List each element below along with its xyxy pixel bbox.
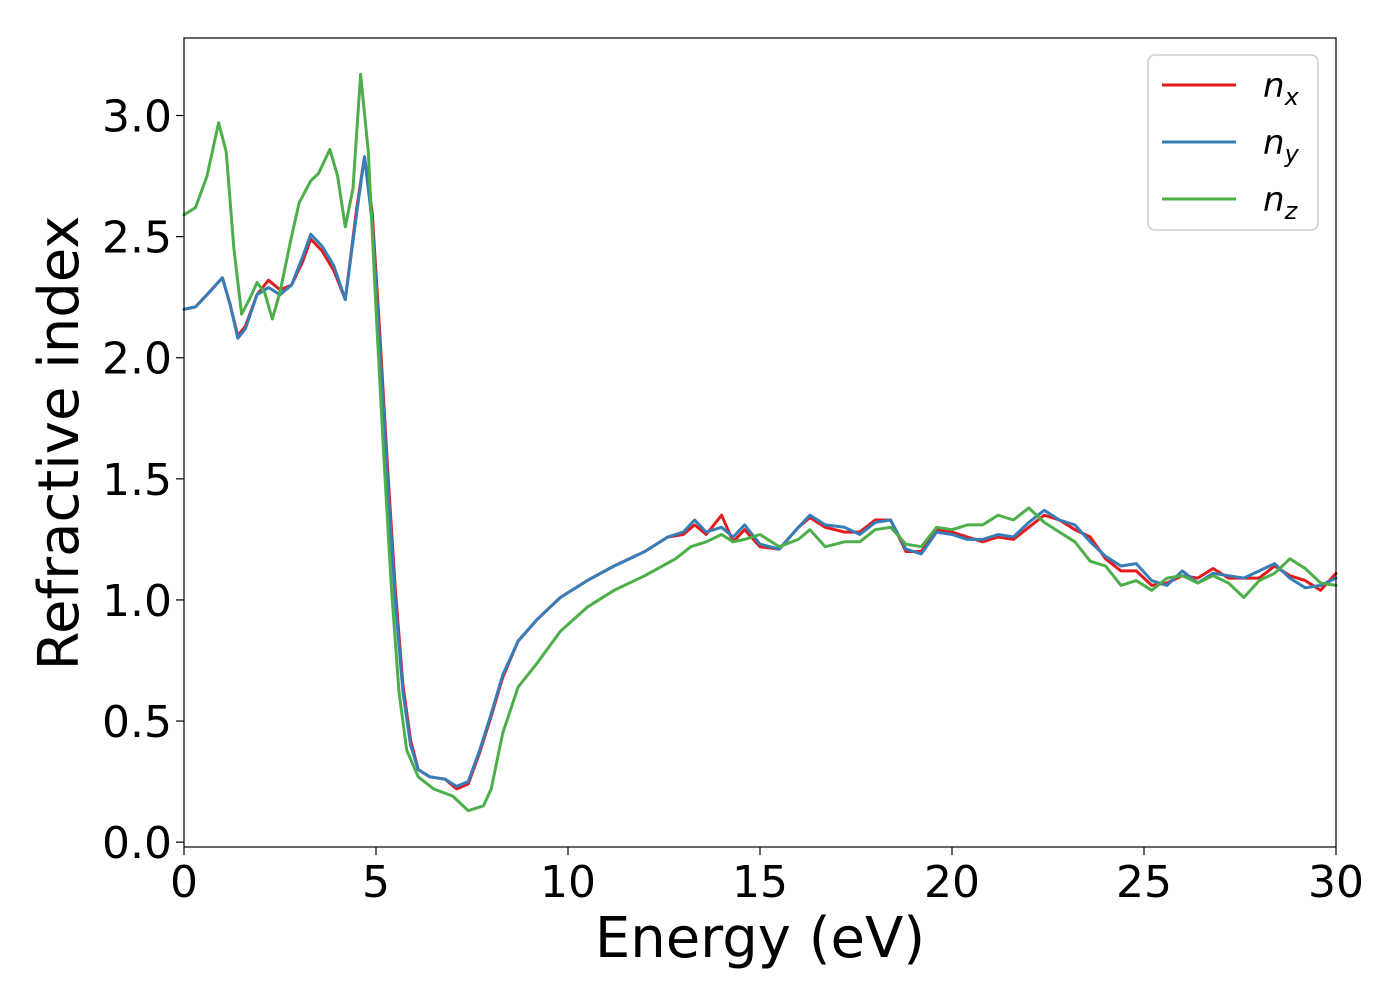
y-tick-label: 1.0 [102,576,172,627]
series-line-ny [182,155,1338,788]
y-tick-label: 0.5 [102,697,172,748]
series-layer [182,72,1338,813]
series-line-nz [182,72,1338,813]
x-tick-label: 20 [924,857,980,908]
x-tick-label: 25 [1116,857,1172,908]
x-tick-label: 10 [540,857,596,908]
y-tick-label: 2.5 [102,213,172,264]
x-axis-label: Energy (eV) [595,906,925,971]
series-line-nx [182,155,1338,791]
y-tick-label: 0.0 [102,818,172,869]
x-tick-label: 30 [1308,857,1364,908]
y-tick-label: 1.5 [102,455,172,506]
ticks-layer: 0 5 10 15 20 25 30 0.0 0.5 1.0 1.5 2.0 2.5 3.0 [102,92,1364,908]
y-tick-label: 2.0 [102,334,172,385]
x-tick-label: 5 [362,857,390,908]
y-axis-label: Refractive index [27,216,92,671]
x-tick-label: 15 [732,857,788,908]
y-tick-label: 3.0 [102,92,172,143]
x-tick-label: 0 [170,857,198,908]
